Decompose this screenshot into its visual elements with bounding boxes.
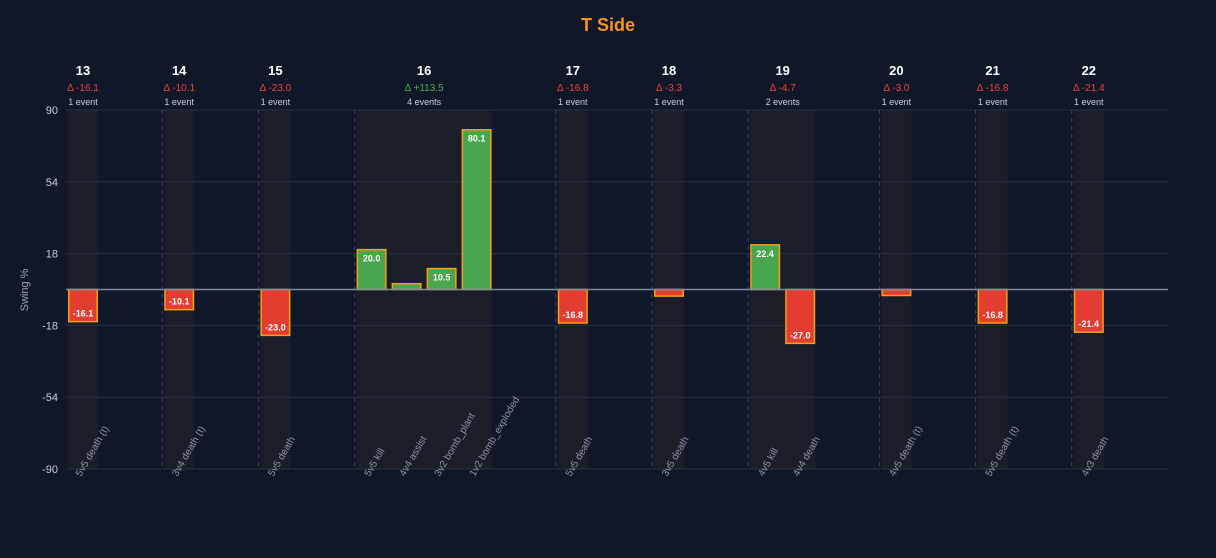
y-axis-label: Swing % xyxy=(19,268,31,311)
round-event-count: 1 event xyxy=(654,97,684,107)
round-separators xyxy=(161,110,1073,467)
bar-value-label: -10.1 xyxy=(169,297,190,307)
round-event-count: 1 event xyxy=(882,97,912,107)
round-number: 20 xyxy=(889,63,903,78)
y-tick-label: -54 xyxy=(42,392,58,404)
bar xyxy=(881,288,912,297)
round-event-count: 1 event xyxy=(1074,97,1104,107)
round-delta: Δ -3.0 xyxy=(883,83,910,94)
chart-title: T Side xyxy=(581,15,635,35)
round-delta: Δ -16.8 xyxy=(557,83,589,94)
bar xyxy=(391,282,422,291)
y-tick-label: -18 xyxy=(42,320,58,332)
round-event-count: 1 event xyxy=(68,97,98,107)
round-headers: 13 Δ -16.1 1 event 14 Δ -10.1 1 event 15 Δ -23.… xyxy=(67,63,1105,107)
bar-value-label: -21.4 xyxy=(1079,319,1100,329)
round-delta: Δ +113.5 xyxy=(405,83,444,94)
round-event-count: 1 event xyxy=(261,97,291,107)
round-event-count: 1 event xyxy=(164,97,194,107)
y-tick-label: 18 xyxy=(46,249,58,261)
round-event-count: 4 events xyxy=(407,97,442,107)
grid-lines xyxy=(66,109,1168,470)
y-axis-ticks: 90 54 18 -18 -54 -90 xyxy=(42,105,58,476)
bar-value-label: -23.0 xyxy=(265,322,286,332)
bar xyxy=(356,248,387,291)
round-number: 22 xyxy=(1082,63,1096,78)
round-number: 18 xyxy=(662,63,676,78)
bar xyxy=(1073,288,1104,333)
bar-value-label: 22.4 xyxy=(756,249,774,259)
round-number: 19 xyxy=(775,63,789,78)
y-tick-label: 54 xyxy=(46,177,58,189)
round-number: 17 xyxy=(566,63,580,78)
round-delta: Δ -21.4 xyxy=(1073,83,1105,94)
bar xyxy=(557,288,588,324)
round-number: 16 xyxy=(417,63,431,78)
bar xyxy=(977,288,1008,324)
bar-value-label: 20.0 xyxy=(363,254,381,264)
bar-value-label: 80.1 xyxy=(468,134,486,144)
event-labels: 5v5 death (t) 3v4 death (t) 5v5 death 5v5 k… xyxy=(74,395,1111,479)
round-delta: Δ -16.1 xyxy=(67,83,99,94)
round-delta: Δ -16.8 xyxy=(977,83,1009,94)
bar xyxy=(461,128,492,291)
round-event-count: 2 events xyxy=(766,97,801,107)
bar xyxy=(750,244,781,291)
bar xyxy=(654,288,684,297)
round-event-count: 1 event xyxy=(978,97,1008,107)
bar xyxy=(260,288,291,337)
bar-value-label: 10.5 xyxy=(433,273,451,283)
round-number: 21 xyxy=(985,63,999,78)
bar-value-label: -27.0 xyxy=(790,330,811,340)
bars: -16.1 -10.1 -23.0 20.0 10.5 80.1 -16.8 22.4 -27.… xyxy=(68,128,1104,345)
bar xyxy=(68,288,98,323)
round-event-count: 1 event xyxy=(558,97,588,107)
y-tick-label: 90 xyxy=(46,105,58,117)
round-number: 13 xyxy=(76,63,90,78)
round-delta: Δ -3.3 xyxy=(656,83,683,94)
round-delta: Δ -23.0 xyxy=(260,83,292,94)
bar-value-label: -16.8 xyxy=(563,310,584,320)
bar-value-label: -16.1 xyxy=(73,309,94,319)
round-number: 15 xyxy=(268,63,282,78)
bar-value-label: -16.8 xyxy=(982,310,1003,320)
round-delta: Δ -4.7 xyxy=(770,83,797,94)
y-tick-label: -90 xyxy=(42,464,58,476)
round-delta: Δ -10.1 xyxy=(163,83,195,94)
round-number: 14 xyxy=(172,63,187,78)
bar xyxy=(785,288,816,345)
